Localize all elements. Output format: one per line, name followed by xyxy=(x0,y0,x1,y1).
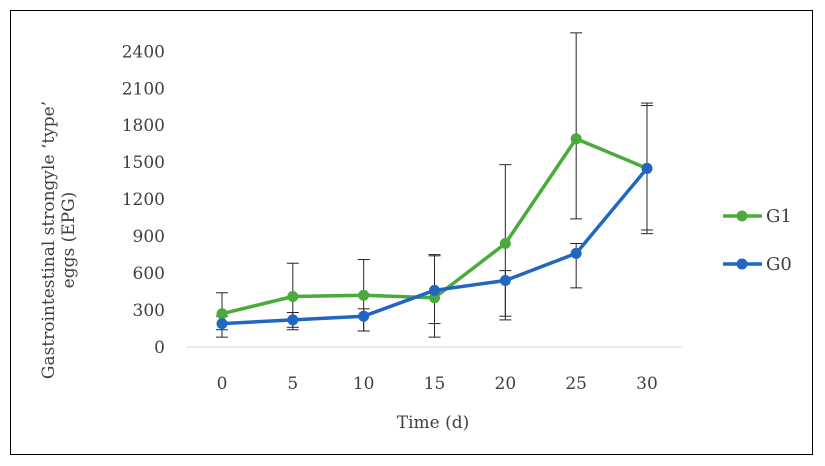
y-tick-label: 900 xyxy=(133,227,165,247)
legend-label-g1: G1 xyxy=(766,206,792,227)
x-tick-label: 20 xyxy=(495,374,517,394)
y-tick-label: 1500 xyxy=(122,153,165,173)
data-point-g0 xyxy=(429,284,440,296)
x-tick-label: 0 xyxy=(217,374,228,394)
y-tick-label: 1800 xyxy=(122,116,165,136)
x-tick-label: 10 xyxy=(353,374,375,394)
figure-frame xyxy=(10,10,813,455)
data-point-g1 xyxy=(216,308,228,320)
y-tick-label: 300 xyxy=(133,301,165,321)
x-tick-labels: 0 5 10 15 20 25 30 xyxy=(217,374,658,394)
data-point-g0 xyxy=(358,310,370,322)
x-tick-label: 15 xyxy=(424,374,446,394)
y-tick-label: 600 xyxy=(133,264,165,284)
x-tick-label: 25 xyxy=(565,374,587,394)
x-tick-label: 5 xyxy=(287,374,298,394)
data-point-g0 xyxy=(216,318,228,330)
data-point-g1 xyxy=(287,290,299,302)
y-tick-label: 2400 xyxy=(122,42,165,62)
y-axis-label: Gastrointestinal strongyle ‘type’ eggs (… xyxy=(39,101,79,379)
legend-marker-g1 xyxy=(736,210,748,222)
legend-marker-g0 xyxy=(736,258,748,270)
data-point-g0 xyxy=(287,314,299,326)
data-point-g1 xyxy=(499,238,511,250)
legend-label-g0: G0 xyxy=(766,254,792,275)
data-point-g1 xyxy=(570,133,582,145)
x-tick-label: 30 xyxy=(636,374,658,394)
y-tick-label: 1200 xyxy=(122,190,165,210)
y-tick-label: 0 xyxy=(154,338,165,358)
legend: G1 G0 xyxy=(723,206,792,275)
x-axis-label: Time (d) xyxy=(397,413,470,433)
data-point-g0 xyxy=(641,162,653,174)
y-tick-labels: 0 300 600 900 1200 1500 1800 2100 2400 xyxy=(122,42,165,358)
y-axis-label-line-2: eggs (EPG) xyxy=(59,192,79,289)
y-axis-label-line-1: Gastrointestinal strongyle ‘type’ xyxy=(39,101,59,379)
data-point-g0 xyxy=(570,247,582,259)
data-point-g1 xyxy=(358,289,370,301)
data-point-g0 xyxy=(499,274,511,286)
y-tick-label: 2100 xyxy=(122,79,165,99)
series-markers xyxy=(216,133,653,330)
